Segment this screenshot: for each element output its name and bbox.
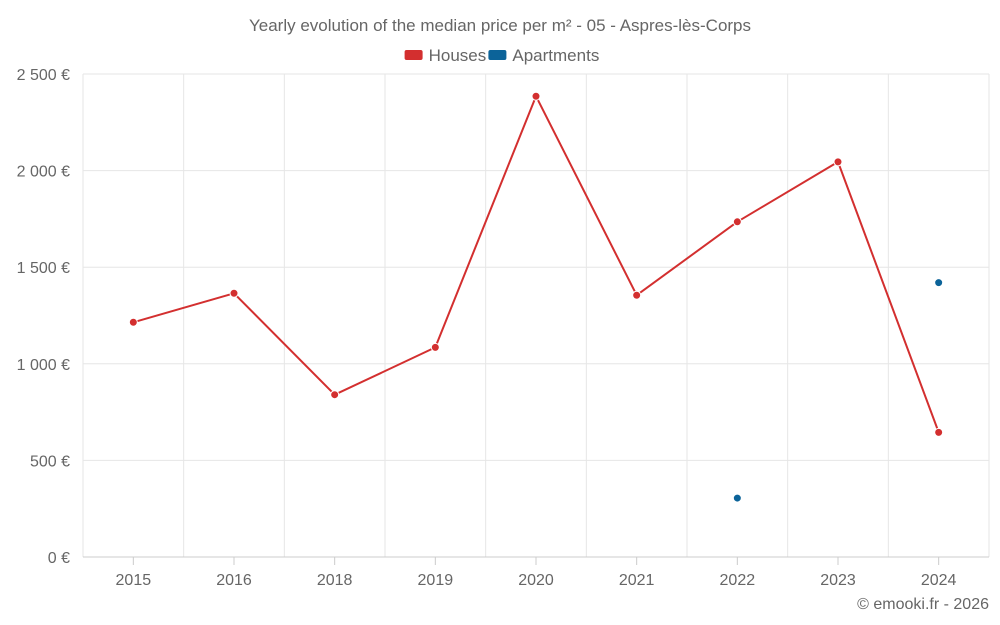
data-point-houses-2021: [632, 290, 642, 300]
legend-item-apartments[interactable]: Apartments: [488, 46, 599, 65]
data-point-houses-2016: [229, 288, 239, 298]
legend-label: Apartments: [512, 46, 599, 65]
y-tick-label: 1 000 €: [17, 357, 70, 374]
data-point-houses-2019: [430, 342, 440, 352]
x-tick-label: 2022: [720, 572, 756, 589]
legend-swatch: [488, 50, 507, 60]
x-tick-label: 2015: [116, 572, 152, 589]
data-point-houses-2022: [732, 217, 742, 227]
legend-swatch: [404, 50, 423, 60]
series-apartments: [732, 278, 944, 503]
data-point-houses-2024: [934, 427, 944, 437]
data-point-houses-2020: [531, 91, 541, 101]
data-point-houses-2018: [330, 390, 340, 400]
x-axis: 2015 2016 2018 2019 2020 2021 2022 2023 2024: [83, 556, 989, 589]
data-point-houses-2023: [833, 157, 843, 167]
data-point-houses-2015: [128, 317, 138, 327]
x-tick-label: 2016: [216, 572, 252, 589]
series-houses: [128, 91, 944, 437]
legend-label: Houses: [429, 46, 487, 65]
y-tick-label: 1 500 €: [17, 260, 70, 277]
y-tick-label: 500 €: [30, 453, 70, 470]
y-tick-label: 0 €: [48, 550, 70, 567]
x-tick-label: 2020: [518, 572, 554, 589]
chart-credit: © emooki.fr - 2026: [857, 596, 989, 613]
x-tick-label: 2024: [921, 572, 957, 589]
data-point-apartments-2022: [732, 493, 742, 503]
x-tick-label: 2023: [820, 572, 856, 589]
series-layer: [128, 91, 944, 503]
x-tick-label: 2021: [619, 572, 655, 589]
y-axis: 0 € 500 € 1 000 € 1 500 € 2 000 € 2 500 €: [17, 67, 70, 567]
y-tick-label: 2 000 €: [17, 164, 70, 181]
gridlines: [82, 73, 990, 557]
series-line-houses: [133, 95, 940, 433]
x-tick-label: 2019: [418, 572, 454, 589]
x-tick-label: 2018: [317, 572, 353, 589]
data-point-apartments-2024: [934, 278, 944, 288]
chart-title: Yearly evolution of the median price per…: [249, 16, 751, 35]
chart-legend: Houses Apartments: [404, 46, 599, 65]
legend-item-houses[interactable]: Houses: [404, 46, 487, 65]
y-tick-label: 2 500 €: [17, 67, 70, 84]
